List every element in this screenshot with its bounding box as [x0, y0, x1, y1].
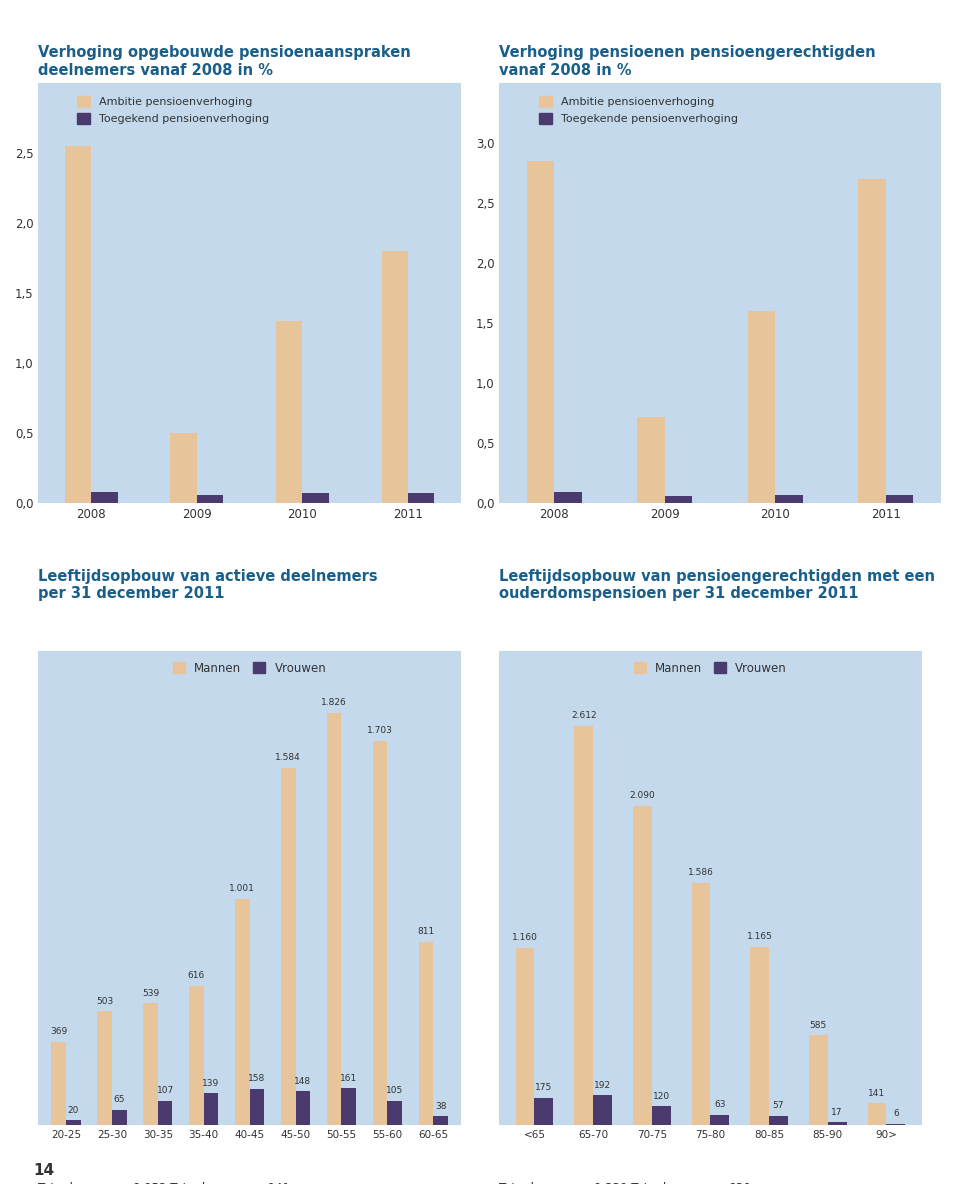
Bar [235, 899, 250, 1125]
Bar [112, 1111, 127, 1125]
Bar [748, 311, 776, 503]
Legend: Mannen, Vrouwen: Mannen, Vrouwen [168, 657, 331, 680]
Bar [381, 251, 408, 503]
Bar [296, 1092, 310, 1125]
Bar [535, 1098, 553, 1125]
Text: Leeftijdsopbouw van pensioengerechtigden met een
ouderdomspensioen per 31 decemb: Leeftijdsopbouw van pensioengerechtigden… [499, 570, 935, 601]
Text: 2.090: 2.090 [630, 791, 656, 800]
Text: 63: 63 [714, 1100, 726, 1109]
Bar [776, 495, 803, 503]
Bar [66, 1120, 81, 1125]
Legend: Ambitie pensioenverhoging, Toegekende pensioenverhoging: Ambitie pensioenverhoging, Toegekende pe… [535, 91, 743, 129]
Text: 1.586: 1.586 [688, 868, 714, 877]
Bar [710, 1115, 730, 1125]
Text: Leeftijdsopbouw van actieve deelnemers
per 31 december 2011: Leeftijdsopbouw van actieve deelnemers p… [38, 570, 378, 601]
Text: Verhoging pensioenen pensioengerechtigden
vanaf 2008 in %: Verhoging pensioenen pensioengerechtigde… [499, 45, 876, 77]
Text: Totaal mannen: 9.339 Totaal vrouwen: 630: Totaal mannen: 9.339 Totaal vrouwen: 630 [499, 1182, 751, 1184]
Bar [633, 805, 652, 1125]
Text: 57: 57 [773, 1101, 784, 1111]
Bar [170, 433, 197, 503]
Bar [574, 726, 593, 1125]
Text: 65: 65 [113, 1095, 125, 1105]
Bar [769, 1117, 788, 1125]
Legend: Mannen, Vrouwen: Mannen, Vrouwen [629, 657, 792, 680]
Bar [499, 651, 922, 1125]
Text: 20: 20 [67, 1106, 79, 1114]
Bar [51, 1042, 66, 1125]
Bar [250, 1089, 264, 1125]
Text: 1.584: 1.584 [276, 753, 301, 761]
Bar [419, 942, 433, 1125]
Bar [868, 1103, 886, 1125]
Text: 539: 539 [142, 989, 159, 998]
Bar [408, 494, 434, 503]
Text: 14: 14 [34, 1163, 55, 1178]
Text: Totaal mannen: 8.952 Totaal vrouwen: 941: Totaal mannen: 8.952 Totaal vrouwen: 941 [38, 1182, 290, 1184]
Bar [751, 947, 769, 1125]
Bar [157, 1101, 173, 1125]
Bar [516, 947, 535, 1125]
Text: 585: 585 [809, 1021, 827, 1030]
Bar [499, 83, 941, 503]
Text: 811: 811 [418, 927, 435, 937]
Text: 105: 105 [386, 1087, 403, 1095]
Bar [38, 651, 461, 1125]
Text: 1.703: 1.703 [367, 726, 393, 735]
Bar [665, 496, 692, 503]
Text: 369: 369 [50, 1027, 67, 1036]
Bar [387, 1101, 402, 1125]
Text: 1.165: 1.165 [747, 932, 773, 941]
Bar [97, 1011, 112, 1125]
Text: 17: 17 [831, 1107, 843, 1117]
Text: 175: 175 [535, 1083, 552, 1093]
Bar [885, 495, 913, 503]
Bar [372, 741, 387, 1125]
Bar [858, 179, 885, 503]
Bar [637, 417, 665, 503]
Bar [64, 146, 91, 503]
Text: 503: 503 [96, 997, 113, 1005]
Text: 107: 107 [156, 1086, 174, 1095]
Text: 1.826: 1.826 [322, 699, 347, 707]
Text: 148: 148 [295, 1076, 311, 1086]
Text: 1.160: 1.160 [512, 933, 538, 942]
Text: 192: 192 [594, 1081, 611, 1089]
Bar [527, 161, 555, 503]
Text: 139: 139 [203, 1079, 220, 1088]
Bar [652, 1107, 670, 1125]
Text: 1.001: 1.001 [229, 884, 255, 894]
Text: 158: 158 [249, 1075, 266, 1083]
Bar [691, 882, 710, 1125]
Text: 2.612: 2.612 [571, 712, 596, 720]
Text: 38: 38 [435, 1101, 446, 1111]
Text: Verhoging opgebouwde pensioenaanspraken
deelnemers vanaf 2008 in %: Verhoging opgebouwde pensioenaanspraken … [38, 45, 411, 77]
Bar [204, 1094, 218, 1125]
Bar [189, 986, 204, 1125]
Bar [143, 1003, 157, 1125]
Bar [342, 1088, 356, 1125]
Bar [433, 1117, 448, 1125]
Bar [555, 493, 582, 503]
Bar [828, 1122, 847, 1125]
Text: 616: 616 [188, 971, 205, 980]
Legend: Ambitie pensioenverhoging, Toegekend pensioenverhoging: Ambitie pensioenverhoging, Toegekend pen… [72, 91, 274, 129]
Bar [91, 493, 117, 503]
Bar [302, 494, 328, 503]
Bar [809, 1036, 828, 1125]
Text: 161: 161 [340, 1074, 357, 1083]
Bar [326, 713, 342, 1125]
Bar [276, 321, 302, 503]
Bar [38, 83, 461, 503]
Bar [197, 495, 223, 503]
Text: 120: 120 [653, 1092, 670, 1101]
Bar [593, 1095, 612, 1125]
Text: 141: 141 [869, 1088, 885, 1098]
Bar [281, 767, 296, 1125]
Text: 6: 6 [893, 1109, 899, 1118]
